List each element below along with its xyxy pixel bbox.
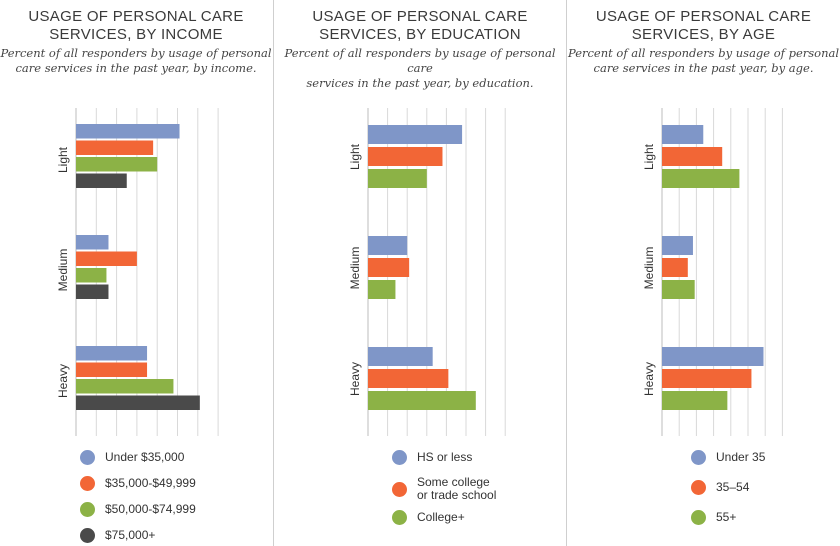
bar-heavy-series-3 <box>368 391 476 410</box>
legend-swatch <box>691 450 706 465</box>
bar-heavy-series-4 <box>76 395 200 410</box>
bar-light-series-3 <box>368 169 427 188</box>
bar-light-series-4 <box>76 173 127 188</box>
chart-title-line: USAGE OF PERSONAL CARE <box>312 8 528 25</box>
legend-item: 35–54 <box>691 480 749 495</box>
legend-item: HS or less <box>392 450 472 465</box>
bar-light-series-2 <box>368 147 443 166</box>
legend-label: $75,000+ <box>105 528 156 542</box>
legend-item: College+ <box>392 510 465 525</box>
category-label: Light <box>56 146 70 173</box>
chart-subtitle-line: care services in the past year, by age. <box>593 61 814 75</box>
legend-label: Some college or trade school <box>417 475 497 502</box>
legend-age: Under 35 35–54 55+ <box>691 450 831 546</box>
category-label: Medium <box>348 247 362 290</box>
legend-education: HS or less Some college or trade school Co… <box>392 450 562 546</box>
legend-swatch <box>80 528 95 543</box>
bar-medium-series-2 <box>76 251 137 266</box>
bar-heavy-series-2 <box>368 369 449 388</box>
chart-income: Light Medium Heavy <box>56 108 219 436</box>
legend-income: Under $35,000 $35,000-$49,999 $50,000-$74,… <box>80 450 270 546</box>
bar-light-series-2 <box>662 147 723 166</box>
bar-light-series-1 <box>368 125 463 144</box>
panel-education: USAGE OF PERSONAL CARE SERVICES, BY EDUC… <box>274 0 566 546</box>
chart-title-line: SERVICES, BY INCOME <box>49 26 223 43</box>
legend-item: $75,000+ <box>80 528 155 543</box>
category-label: Heavy <box>348 362 362 396</box>
legend-swatch <box>691 510 706 525</box>
legend-swatch <box>392 481 407 497</box>
bar-light-series-1 <box>76 124 180 139</box>
bar-medium-series-1 <box>368 236 408 255</box>
chart-title: USAGE OF PERSONAL CARE SERVICES, BY EDUC… <box>274 8 566 44</box>
chart-title-line: SERVICES, BY EDUCATION <box>319 26 521 43</box>
chart-subtitle: Percent of all responders by usage of pe… <box>0 46 272 76</box>
bar-light-series-2 <box>76 140 154 155</box>
chart-subtitle: Percent of all responders by usage of pe… <box>274 46 566 91</box>
chart-subtitle-line: care services in the past year, by incom… <box>15 61 257 75</box>
bar-heavy-series-1 <box>368 347 433 366</box>
legend-swatch <box>392 510 407 525</box>
legend-item: Under $35,000 <box>80 450 184 465</box>
chart-title: USAGE OF PERSONAL CARE SERVICES, BY AGE <box>567 8 840 44</box>
legend-label: College+ <box>417 510 465 524</box>
legend-swatch <box>80 450 95 465</box>
legend-label: 35–54 <box>716 480 750 494</box>
category-label: Medium <box>56 249 70 292</box>
chart-education: Light Medium Heavy <box>348 108 506 436</box>
chart-subtitle-line: services in the past year, by education. <box>306 76 534 90</box>
category-label: Heavy <box>56 364 70 398</box>
chart-title-line: USAGE OF PERSONAL CARE <box>595 8 812 25</box>
panel-divider <box>566 0 567 546</box>
bar-heavy-series-3 <box>76 379 174 394</box>
legend-item: $35,000-$49,999 <box>80 476 196 491</box>
legend-swatch <box>392 450 407 465</box>
category-label: Light <box>642 143 656 170</box>
category-label: Heavy <box>642 362 656 396</box>
bar-heavy-series-2 <box>76 362 148 377</box>
legend-label: Under $35,000 <box>105 450 185 464</box>
legend-swatch <box>80 476 95 491</box>
legend-swatch <box>691 480 706 495</box>
bar-medium-series-2 <box>368 258 410 277</box>
legend-item: Some college or trade school <box>392 476 496 502</box>
chart-title-line: SERVICES, BY AGE <box>631 26 776 43</box>
chart-subtitle-line: Percent of all responders by usage of pe… <box>567 46 840 60</box>
chart-subtitle: Percent of all responders by usage of pe… <box>567 46 840 76</box>
bar-medium-series-3 <box>368 280 396 299</box>
category-label: Light <box>348 143 362 170</box>
legend-label: HS or less <box>417 450 473 464</box>
bar-medium-series-1 <box>662 236 693 255</box>
legend-item: Under 35 <box>691 450 765 465</box>
legend-label: 55+ <box>716 510 737 524</box>
chart-age: Light Medium Heavy <box>642 108 783 436</box>
chart-title-line: USAGE OF PERSONAL CARE <box>28 8 244 25</box>
panel-divider <box>273 0 274 546</box>
bar-light-series-3 <box>662 169 740 188</box>
bar-heavy-series-1 <box>662 347 764 366</box>
bar-medium-series-3 <box>76 268 107 283</box>
legend-item: $50,000-$74,999 <box>80 502 196 517</box>
chart-title: USAGE OF PERSONAL CARE SERVICES, BY INCO… <box>0 8 272 44</box>
legend-label: Under 35 <box>716 450 766 464</box>
chart-subtitle-line: Percent of all responders by usage of pe… <box>0 46 272 60</box>
panel-income: USAGE OF PERSONAL CARE SERVICES, BY INCO… <box>0 0 272 546</box>
bar-medium-series-4 <box>76 284 109 299</box>
legend-swatch <box>80 502 95 517</box>
bar-heavy-series-3 <box>662 391 728 410</box>
bar-medium-series-2 <box>662 258 688 277</box>
bar-light-series-1 <box>662 125 704 144</box>
legend-label: $50,000-$74,999 <box>105 502 196 516</box>
bar-medium-series-3 <box>662 280 695 299</box>
bar-medium-series-1 <box>76 235 109 250</box>
panel-age: USAGE OF PERSONAL CARE SERVICES, BY AGE … <box>567 0 840 546</box>
bar-heavy-series-2 <box>662 369 752 388</box>
legend-label: $35,000-$49,999 <box>105 476 196 490</box>
category-label: Medium <box>642 247 656 290</box>
legend-item: 55+ <box>691 510 736 525</box>
bar-heavy-series-1 <box>76 346 148 361</box>
chart-subtitle-line: Percent of all responders by usage of pe… <box>284 46 556 75</box>
bar-light-series-3 <box>76 157 158 172</box>
